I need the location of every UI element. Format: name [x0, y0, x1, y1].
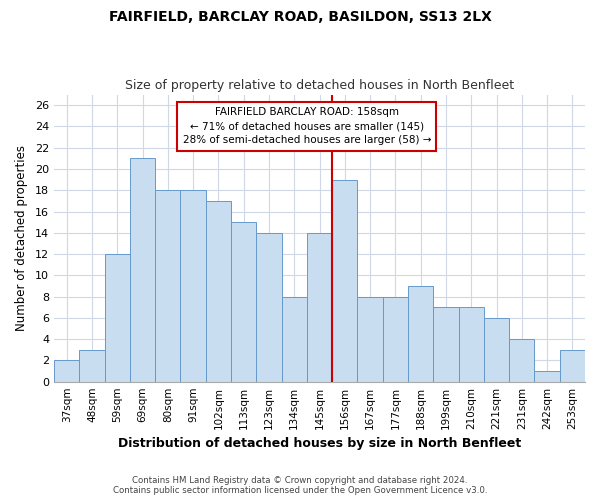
- Bar: [358, 296, 383, 382]
- Bar: [509, 339, 535, 382]
- Text: Contains HM Land Registry data © Crown copyright and database right 2024.
Contai: Contains HM Land Registry data © Crown c…: [113, 476, 487, 495]
- Bar: [54, 360, 79, 382]
- Bar: [484, 318, 509, 382]
- Bar: [231, 222, 256, 382]
- Bar: [181, 190, 206, 382]
- X-axis label: Distribution of detached houses by size in North Benfleet: Distribution of detached houses by size …: [118, 437, 521, 450]
- Bar: [130, 158, 155, 382]
- Bar: [332, 180, 358, 382]
- Title: Size of property relative to detached houses in North Benfleet: Size of property relative to detached ho…: [125, 79, 514, 92]
- Text: FAIRFIELD BARCLAY ROAD: 158sqm
← 71% of detached houses are smaller (145)
28% of: FAIRFIELD BARCLAY ROAD: 158sqm ← 71% of …: [182, 108, 431, 146]
- Y-axis label: Number of detached properties: Number of detached properties: [15, 145, 28, 331]
- Bar: [433, 307, 458, 382]
- Bar: [408, 286, 433, 382]
- Bar: [79, 350, 104, 382]
- Bar: [155, 190, 181, 382]
- Bar: [383, 296, 408, 382]
- Bar: [307, 233, 332, 382]
- Bar: [281, 296, 307, 382]
- Bar: [206, 201, 231, 382]
- Bar: [560, 350, 585, 382]
- Bar: [104, 254, 130, 382]
- Bar: [256, 233, 281, 382]
- Bar: [535, 371, 560, 382]
- Bar: [458, 307, 484, 382]
- Text: FAIRFIELD, BARCLAY ROAD, BASILDON, SS13 2LX: FAIRFIELD, BARCLAY ROAD, BASILDON, SS13 …: [109, 10, 491, 24]
